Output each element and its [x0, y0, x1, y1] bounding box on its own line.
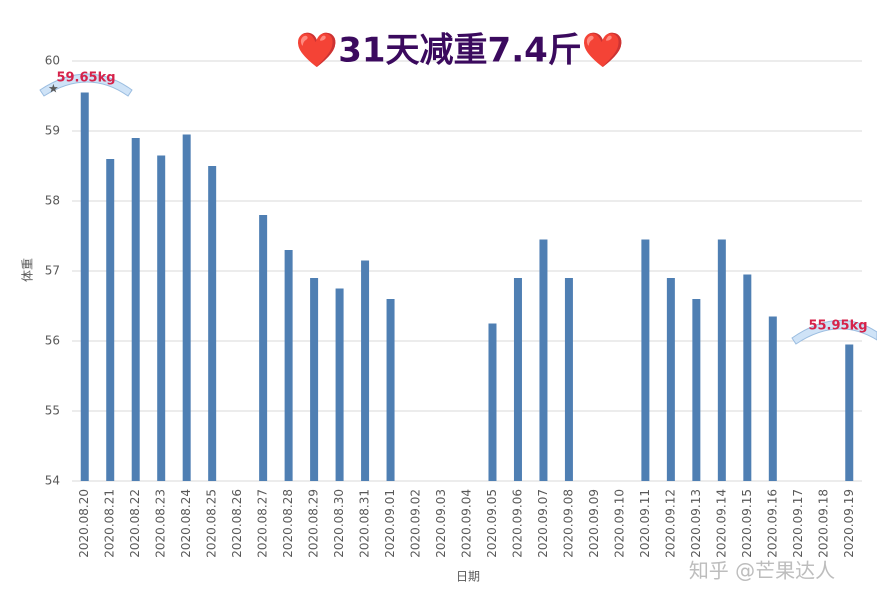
x-tick-label: 2020.08.22 — [128, 489, 142, 558]
bar — [539, 239, 548, 481]
annotation-badge: ★ 59.65kg — [39, 71, 133, 97]
x-tick-label: 2020.09.13 — [689, 489, 703, 558]
annotation: 59.65kg — [56, 71, 115, 86]
bar — [386, 299, 395, 481]
y-tick-label: 55 — [45, 404, 60, 418]
bar — [208, 166, 217, 481]
bar — [743, 274, 752, 481]
x-tick-label: 2020.08.20 — [77, 489, 91, 558]
x-tick-label: 2020.09.11 — [638, 489, 652, 558]
x-tick-label: 2020.08.31 — [358, 489, 372, 558]
y-tick-label: 57 — [45, 264, 60, 278]
x-tick-label: 2020.09.12 — [663, 489, 677, 558]
x-tick-label: 2020.08.28 — [281, 489, 295, 558]
bar — [641, 239, 650, 481]
x-tick-label: 2020.09.02 — [409, 489, 423, 558]
bar — [717, 239, 726, 481]
bar — [488, 323, 497, 481]
bar — [335, 288, 344, 481]
y-tick-label: 59 — [45, 124, 60, 138]
y-tick-label: 58 — [45, 194, 60, 208]
x-tick-label: 2020.08.25 — [205, 489, 219, 558]
x-tick-label: 2020.09.19 — [842, 489, 856, 558]
x-tick-label: 2020.09.18 — [816, 489, 830, 558]
bar — [310, 278, 319, 481]
y-tick-label: 60 — [45, 54, 60, 68]
x-tick-label: 2020.09.06 — [510, 489, 524, 558]
x-tick-label: 2020.09.17 — [791, 489, 805, 558]
bar — [182, 134, 191, 481]
bar — [259, 215, 268, 481]
x-tick-label: 2020.09.04 — [460, 489, 474, 558]
bar — [666, 278, 675, 481]
x-tick-label: 2020.09.10 — [612, 489, 626, 558]
bar — [131, 138, 140, 481]
y-axis-label: 体重 — [21, 258, 35, 282]
x-tick-label: 2020.09.14 — [714, 489, 728, 558]
y-tick-label: 54 — [45, 474, 60, 488]
x-tick-label: 2020.08.24 — [179, 489, 193, 558]
bar — [513, 278, 522, 481]
badge-arc — [791, 319, 877, 345]
watermark: 知乎 @芒果达人 — [689, 559, 835, 583]
x-tick-label: 2020.09.07 — [536, 489, 550, 558]
bar — [564, 278, 573, 481]
x-tick-label: 2020.09.09 — [587, 489, 601, 558]
x-tick-label: 2020.08.30 — [332, 489, 346, 558]
bar — [106, 159, 115, 481]
x-tick-label: 2020.09.03 — [434, 489, 448, 558]
bar — [157, 155, 166, 481]
x-tick-label: 2020.08.23 — [154, 489, 168, 558]
bar — [80, 92, 89, 481]
bar — [692, 299, 701, 481]
x-tick-label: 2020.09.01 — [383, 489, 397, 558]
chart-title: ❤️31天减重7.4斤❤️ — [296, 31, 625, 71]
bar — [768, 316, 777, 481]
bar — [845, 344, 854, 481]
y-tick-label: 56 — [45, 334, 60, 348]
x-tick-label: 2020.09.08 — [561, 489, 575, 558]
x-tick-label: 2020.09.05 — [485, 489, 499, 558]
x-tick-label: 2020.08.27 — [256, 489, 270, 558]
x-tick-label: 2020.08.26 — [230, 489, 244, 558]
x-axis-label: 日期 — [456, 570, 480, 584]
x-tick-label: 2020.08.21 — [103, 489, 117, 558]
badge-arc — [39, 73, 133, 97]
x-tick-label: 2020.09.15 — [740, 489, 754, 558]
x-tick-label: 2020.08.29 — [307, 489, 321, 558]
bar — [284, 250, 293, 481]
bar — [361, 260, 370, 481]
annotation-badge: 55.95kg — [791, 319, 877, 345]
annotation: 55.95kg — [808, 319, 867, 334]
star: ★ — [48, 82, 59, 96]
x-tick-label: 2020.09.16 — [765, 489, 779, 558]
